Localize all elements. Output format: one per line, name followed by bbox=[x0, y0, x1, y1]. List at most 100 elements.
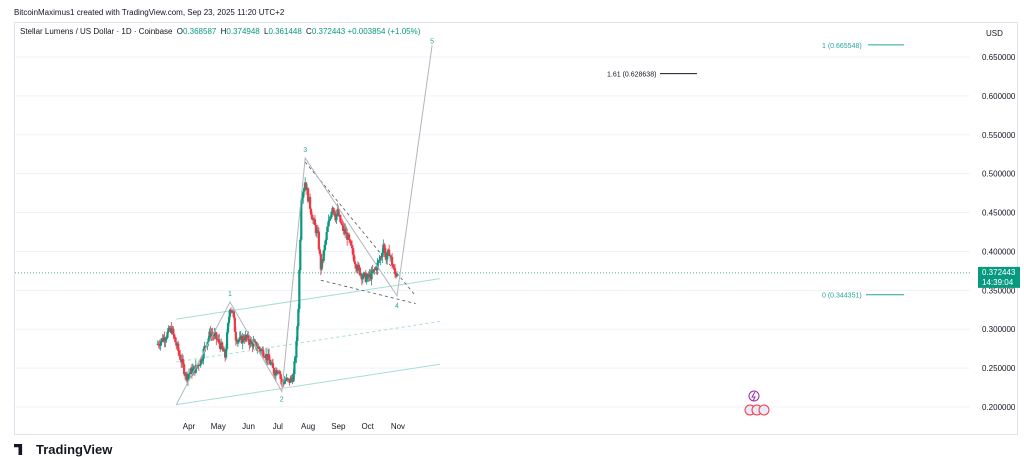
candle-body bbox=[236, 340, 239, 343]
candle-body bbox=[224, 348, 228, 358]
currency-label[interactable]: USD bbox=[986, 29, 1003, 38]
candle-body bbox=[357, 264, 360, 268]
candle-body bbox=[283, 381, 286, 385]
event-lightning-icon bbox=[748, 390, 760, 402]
candle-body bbox=[330, 211, 333, 218]
candle-body bbox=[298, 270, 301, 309]
candle-body bbox=[340, 222, 343, 224]
candle-body bbox=[317, 231, 320, 250]
candle-body bbox=[255, 341, 258, 349]
candle-body bbox=[237, 339, 240, 341]
lightning-glyph-icon bbox=[751, 391, 756, 402]
candle-body bbox=[178, 351, 181, 355]
ohlc-low: L0.361448 bbox=[263, 27, 302, 36]
countdown-value: 14:39:04 bbox=[982, 278, 1014, 287]
y-tick-label: 0.550000 bbox=[982, 131, 1016, 140]
candle-body bbox=[305, 182, 308, 191]
y-tick-label: 0.300000 bbox=[982, 325, 1016, 334]
candle-body bbox=[284, 379, 287, 382]
candle-body bbox=[213, 333, 216, 337]
candle-body bbox=[250, 339, 253, 342]
candle-body bbox=[203, 345, 206, 349]
candle-body bbox=[254, 341, 257, 343]
candle-body bbox=[341, 223, 344, 226]
candle-body bbox=[187, 373, 191, 375]
candle-body bbox=[364, 272, 367, 282]
candle-body bbox=[390, 255, 393, 257]
candle-body bbox=[332, 207, 335, 211]
candle-body bbox=[227, 316, 231, 324]
wave-label-2: 2 bbox=[280, 396, 284, 403]
candle-body bbox=[247, 335, 250, 342]
candle-body bbox=[157, 343, 160, 346]
candle-body bbox=[339, 214, 342, 223]
tradingview-logo: TradingView bbox=[14, 442, 112, 457]
event-flag-icon bbox=[758, 404, 770, 416]
candle-body bbox=[163, 337, 166, 342]
candle-body bbox=[210, 333, 213, 337]
wave-label-3: 3 bbox=[303, 147, 307, 154]
candle-body bbox=[172, 328, 175, 335]
candle-body bbox=[179, 354, 182, 360]
channel-mid-line bbox=[176, 320, 441, 363]
candle-body bbox=[165, 337, 168, 340]
ohlc-high: H0.374948 bbox=[220, 27, 260, 36]
candle-body bbox=[234, 331, 237, 341]
candle-body bbox=[186, 374, 190, 380]
candle-body bbox=[225, 332, 229, 349]
y-tick-label: 0.600000 bbox=[982, 92, 1016, 101]
candle-body bbox=[307, 188, 310, 202]
wedge-lower-line bbox=[320, 279, 416, 304]
candle-body bbox=[383, 244, 386, 248]
wave-label-5: 5 bbox=[430, 38, 434, 45]
candle-body bbox=[229, 309, 233, 311]
candle-body bbox=[194, 365, 197, 373]
candle-body bbox=[295, 340, 298, 358]
candle-body bbox=[276, 372, 279, 374]
candle-body bbox=[392, 267, 396, 269]
candle-body bbox=[299, 239, 302, 271]
x-tick-label: Nov bbox=[391, 422, 405, 431]
candle-body bbox=[382, 244, 385, 254]
candle-body bbox=[329, 217, 332, 220]
candle-body bbox=[315, 230, 319, 234]
attribution-text: BitcoinMaximus1 created with TradingView… bbox=[14, 8, 285, 17]
tradingview-logo-icon bbox=[14, 444, 23, 455]
candle-body bbox=[322, 250, 325, 261]
candle-body bbox=[352, 254, 356, 262]
candle-body bbox=[358, 267, 361, 276]
candle-body bbox=[380, 257, 383, 258]
candle-body bbox=[238, 337, 241, 340]
candle-body bbox=[300, 200, 303, 240]
candle-body bbox=[191, 368, 194, 375]
candle-body bbox=[308, 197, 312, 209]
candle-body bbox=[362, 272, 365, 277]
candle-body bbox=[360, 274, 363, 280]
candle-body bbox=[221, 342, 224, 348]
candle-body bbox=[164, 339, 167, 342]
candle-body bbox=[207, 338, 210, 342]
candle-body bbox=[326, 226, 329, 232]
candle-body bbox=[328, 219, 331, 221]
candle-body bbox=[377, 260, 380, 263]
candle-body bbox=[166, 332, 169, 338]
candle-body bbox=[391, 265, 395, 268]
candle-body bbox=[378, 259, 381, 261]
candle-body bbox=[351, 248, 355, 255]
candle-body bbox=[243, 339, 246, 341]
x-tick-label: Apr bbox=[183, 422, 196, 431]
current-price-tag bbox=[978, 266, 1020, 288]
channel-lower-line bbox=[176, 363, 441, 406]
candle-body bbox=[267, 354, 271, 360]
fib-level-label: 1 (0.665548) bbox=[822, 43, 862, 50]
candle-body bbox=[370, 270, 373, 280]
candle-body bbox=[249, 339, 252, 345]
candle-body bbox=[316, 230, 319, 232]
candle-body bbox=[354, 264, 358, 269]
candle-body bbox=[333, 210, 336, 216]
y-tick-label: 0.400000 bbox=[982, 247, 1016, 256]
channel-upper-line bbox=[176, 278, 441, 320]
x-tick-label: Oct bbox=[361, 422, 374, 431]
ohlc-open: O0.368587 bbox=[176, 27, 217, 36]
